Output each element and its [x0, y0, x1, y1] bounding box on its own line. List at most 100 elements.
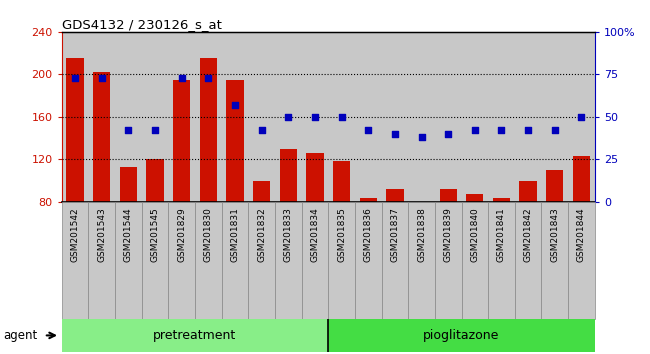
Text: GSM201843: GSM201843 — [551, 207, 559, 262]
Point — [150, 127, 161, 133]
Text: GSM201545: GSM201545 — [151, 207, 159, 262]
Bar — [200, 58, 217, 287]
Text: GSM201544: GSM201544 — [124, 207, 133, 262]
Text: GSM201833: GSM201833 — [284, 207, 292, 263]
Point — [550, 127, 560, 133]
Bar — [382, 32, 408, 202]
Bar — [568, 32, 595, 202]
Point — [497, 127, 507, 133]
Bar — [275, 32, 302, 202]
Bar — [386, 189, 404, 287]
Text: GSM201841: GSM201841 — [497, 207, 506, 262]
Bar — [115, 32, 142, 202]
Bar — [62, 32, 88, 202]
Point — [523, 127, 533, 133]
Point — [177, 75, 187, 81]
FancyBboxPatch shape — [515, 202, 541, 319]
Bar — [142, 32, 168, 202]
Text: GSM201830: GSM201830 — [204, 207, 213, 263]
Bar — [66, 58, 84, 287]
Text: pioglitazone: pioglitazone — [423, 329, 500, 342]
FancyBboxPatch shape — [355, 202, 382, 319]
Point — [96, 75, 107, 81]
Text: agent: agent — [3, 329, 38, 342]
Bar — [222, 32, 248, 202]
Point — [256, 127, 267, 133]
Bar — [466, 194, 484, 287]
FancyBboxPatch shape — [382, 202, 408, 319]
Bar — [173, 80, 190, 287]
Bar — [280, 149, 297, 287]
FancyBboxPatch shape — [168, 202, 195, 319]
Bar — [333, 161, 350, 287]
Bar — [355, 32, 382, 202]
Bar — [248, 32, 275, 202]
Text: GSM201831: GSM201831 — [231, 207, 239, 263]
Point — [337, 114, 347, 120]
FancyBboxPatch shape — [222, 202, 248, 319]
Bar — [413, 202, 430, 287]
Bar — [408, 32, 435, 202]
Text: GSM201835: GSM201835 — [337, 207, 346, 263]
Bar — [328, 32, 355, 202]
Bar — [88, 32, 115, 202]
Text: GSM201844: GSM201844 — [577, 207, 586, 262]
Text: GSM201836: GSM201836 — [364, 207, 372, 263]
FancyBboxPatch shape — [435, 202, 462, 319]
FancyBboxPatch shape — [142, 202, 168, 319]
FancyBboxPatch shape — [568, 202, 595, 319]
Text: GSM201832: GSM201832 — [257, 207, 266, 262]
FancyBboxPatch shape — [488, 202, 515, 319]
FancyBboxPatch shape — [275, 202, 302, 319]
FancyBboxPatch shape — [88, 202, 115, 319]
Bar — [253, 181, 270, 287]
FancyBboxPatch shape — [541, 202, 568, 319]
Text: pretreatment: pretreatment — [153, 329, 237, 342]
Bar — [120, 167, 137, 287]
Bar — [226, 80, 244, 287]
Point — [469, 127, 480, 133]
Bar — [195, 32, 222, 202]
FancyBboxPatch shape — [62, 319, 328, 352]
Text: GSM201839: GSM201839 — [444, 207, 452, 263]
Bar — [462, 32, 488, 202]
Bar — [546, 170, 564, 287]
FancyBboxPatch shape — [302, 202, 328, 319]
Text: GSM201543: GSM201543 — [98, 207, 106, 262]
Point — [417, 135, 427, 140]
FancyBboxPatch shape — [462, 202, 488, 319]
Point — [363, 127, 373, 133]
Text: GSM201838: GSM201838 — [417, 207, 426, 263]
FancyBboxPatch shape — [408, 202, 435, 319]
Bar — [488, 32, 515, 202]
Bar — [493, 198, 510, 287]
Point — [203, 75, 213, 81]
Text: GSM201542: GSM201542 — [71, 207, 79, 262]
FancyBboxPatch shape — [62, 319, 595, 352]
Text: GSM201842: GSM201842 — [524, 207, 532, 262]
FancyBboxPatch shape — [328, 319, 595, 352]
Point — [283, 114, 294, 120]
Text: GSM201829: GSM201829 — [177, 207, 186, 262]
Point — [124, 127, 134, 133]
Point — [230, 102, 240, 108]
Bar — [306, 153, 324, 287]
Bar — [519, 181, 537, 287]
Bar — [573, 156, 590, 287]
Text: GSM201834: GSM201834 — [311, 207, 319, 262]
Point — [577, 114, 587, 120]
Bar — [359, 198, 377, 287]
Bar — [439, 189, 457, 287]
Point — [390, 131, 400, 137]
Text: GSM201840: GSM201840 — [471, 207, 479, 262]
Bar — [435, 32, 462, 202]
Text: GDS4132 / 230126_s_at: GDS4132 / 230126_s_at — [62, 18, 222, 31]
FancyBboxPatch shape — [195, 202, 222, 319]
Point — [310, 114, 320, 120]
FancyBboxPatch shape — [115, 202, 142, 319]
Point — [443, 131, 454, 137]
FancyBboxPatch shape — [328, 202, 355, 319]
Bar — [541, 32, 568, 202]
Text: GSM201837: GSM201837 — [391, 207, 399, 263]
Bar — [168, 32, 195, 202]
